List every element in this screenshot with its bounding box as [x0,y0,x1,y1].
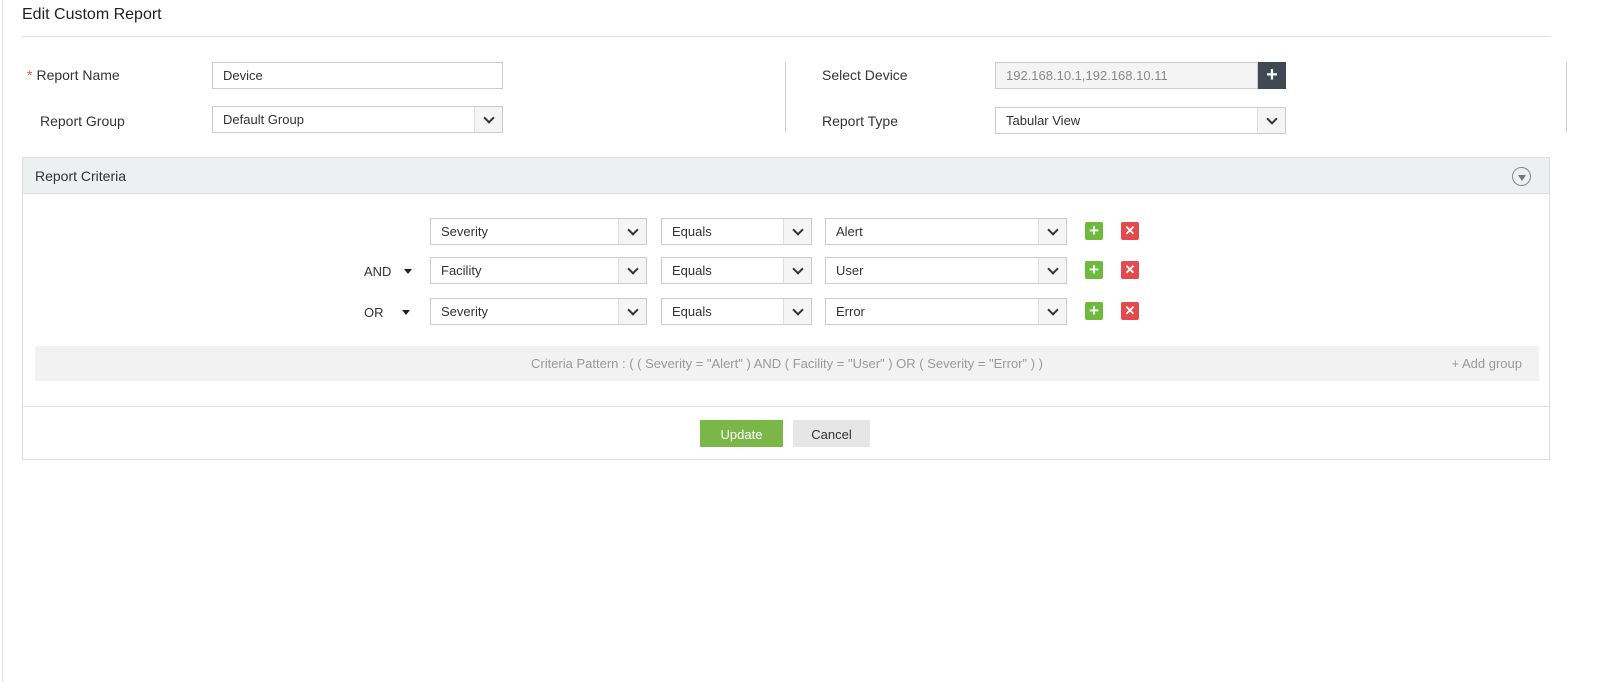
criteria-field-value: Severity [441,224,488,239]
chevron-down-icon[interactable] [618,219,646,244]
update-button[interactable]: Update [700,420,783,447]
report-type-label: Report Type [822,113,899,129]
report-group-value: Default Group [223,112,304,127]
criteria-value-value: Alert [836,224,863,239]
criteria-condition-select[interactable]: Equals [661,298,812,325]
logic-operator-dropdown[interactable]: OR [364,302,410,322]
remove-criteria-button[interactable]: ✕ [1121,222,1139,240]
report-group-label: Report Group [40,113,125,129]
criteria-value-select[interactable]: Error [825,298,1067,325]
criteria-condition-select[interactable]: Equals [661,218,812,245]
logic-operator-value: OR [364,304,384,320]
left-border [0,0,3,682]
criteria-field-select[interactable]: Severity [430,298,647,325]
criteria-field-value: Facility [441,263,482,278]
select-device-label: Select Device [822,67,908,83]
criteria-field-select[interactable]: Severity [430,218,647,245]
report-name-label: * Report Name [27,67,120,83]
column-divider [785,62,786,132]
report-criteria-title: Report Criteria [35,168,127,184]
criteria-condition-select[interactable]: Equals [661,257,812,284]
chevron-down-icon[interactable] [783,299,811,324]
add-criteria-button[interactable]: + [1085,301,1103,320]
cancel-button[interactable]: Cancel [793,420,870,447]
criteria-field-select[interactable]: Facility [430,257,647,284]
report-type-select[interactable]: Tabular View [995,107,1286,134]
add-criteria-button[interactable]: + [1085,260,1103,279]
report-criteria-header: Report Criteria [23,158,1549,194]
criteria-value-select[interactable]: Alert [825,218,1067,245]
logic-operator-dropdown[interactable]: AND [364,261,412,281]
add-device-button[interactable]: + [1258,62,1286,89]
criteria-field-value: Severity [441,304,488,319]
criteria-value-select[interactable]: User [825,257,1067,284]
report-type-value: Tabular View [1006,113,1081,128]
select-device-input[interactable]: 192.168.10.1,192.168.10.11 [995,62,1258,89]
criteria-value-value: Error [836,304,865,319]
chevron-down-icon[interactable] [1038,299,1066,324]
chevron-down-icon[interactable] [783,258,811,283]
chevron-down-icon[interactable] [618,258,646,283]
chevron-down-icon[interactable] [783,219,811,244]
chevron-down-icon[interactable] [1038,219,1066,244]
footer-divider [23,406,1549,407]
criteria-condition-value: Equals [672,224,712,239]
chevron-down-icon[interactable] [1257,108,1285,133]
report-group-select[interactable]: Default Group [212,106,503,133]
caret-down-icon [404,268,412,274]
report-name-label-text: Report Name [36,67,120,83]
criteria-pattern-text: Criteria Pattern : ( ( Severity = "Alert… [530,356,1044,371]
add-criteria-button[interactable]: + [1085,221,1103,240]
page-title: Edit Custom Report [22,6,162,23]
remove-criteria-button[interactable]: ✕ [1121,302,1139,320]
logic-operator-value: AND [364,263,392,279]
chevron-down-icon[interactable] [618,299,646,324]
required-mark: * [27,67,33,83]
criteria-value-value: User [836,263,864,278]
divider [22,36,1550,37]
chevron-down-icon[interactable] [474,107,502,132]
remove-criteria-button[interactable]: ✕ [1121,261,1139,279]
criteria-condition-value: Equals [672,263,712,278]
criteria-condition-value: Equals [672,304,712,319]
collapse-circle-icon[interactable] [1512,167,1531,186]
chevron-down-icon[interactable] [1038,258,1066,283]
add-group-link[interactable]: + Add group [1451,356,1522,371]
report-criteria-panel: Report Criteria [22,157,1550,460]
right-divider [1566,62,1567,132]
criteria-pattern-bar: Criteria Pattern : ( ( Severity = "Alert… [35,346,1539,381]
report-name-input[interactable]: Device [212,62,503,89]
caret-down-icon [402,309,410,315]
